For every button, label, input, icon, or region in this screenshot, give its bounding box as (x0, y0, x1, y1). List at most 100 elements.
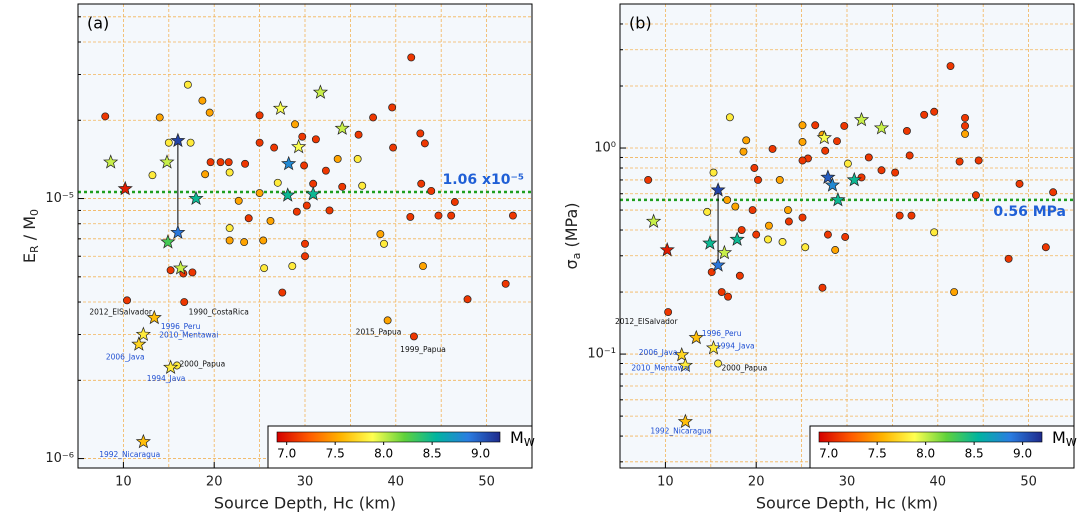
circle-point (764, 221, 773, 230)
circle-point (920, 110, 929, 119)
circle-point (376, 230, 385, 239)
circle-point (831, 246, 840, 254)
circle-point (930, 228, 939, 237)
circle-point (833, 137, 841, 146)
x-tick-label: 30 (839, 475, 856, 490)
panel-label: (b) (629, 14, 652, 33)
star-point (710, 182, 726, 197)
reference-label: 1.06 x10⁻⁵ (443, 172, 524, 188)
circle-point (717, 288, 726, 297)
circle-point (205, 108, 214, 117)
circle-point (225, 236, 234, 245)
circle-point (1004, 254, 1013, 263)
circle-point (383, 316, 392, 325)
star-point (830, 191, 846, 207)
star-point (170, 224, 186, 240)
circle-point (101, 112, 110, 121)
circle-point (811, 121, 820, 130)
circle-point (301, 252, 309, 261)
y-axis-label: σa (MPa) (562, 203, 584, 270)
circle-point (784, 206, 792, 215)
circle-point (186, 138, 195, 147)
circle-point (260, 264, 269, 273)
star-point (729, 231, 745, 246)
circle-point (419, 262, 427, 271)
star-point (873, 120, 890, 135)
circle-point (841, 233, 850, 241)
y-label-sub: a (570, 253, 583, 260)
circle-point (291, 120, 299, 129)
circle-point (742, 136, 751, 145)
colorbar-label: MW (510, 428, 535, 450)
colorbar-tick-label: 8.5 (965, 447, 984, 461)
circle-point (778, 238, 787, 246)
colorbar-tick-label: 9.0 (471, 447, 490, 461)
colorbar-label-sub: W (1066, 436, 1077, 449)
circle-point (358, 181, 367, 190)
circle-point (183, 80, 192, 89)
circle-point (707, 268, 716, 277)
circle-point (801, 243, 810, 252)
star-point (170, 132, 186, 148)
colorbar-tick-label: 7.0 (819, 447, 838, 461)
star-point (135, 326, 151, 342)
circle-point (974, 156, 983, 165)
x-tick-label: 20 (748, 475, 765, 490)
y-label-part: (MPa) (562, 203, 581, 253)
circle-point (739, 147, 748, 156)
colorbar-label-main: M (510, 428, 524, 447)
circle-point (463, 295, 472, 304)
circle-point (798, 156, 807, 165)
circle-point (1015, 179, 1024, 188)
colorbar-tick-label: 7.5 (326, 447, 345, 461)
annotation: 1992_Nicaragua (650, 427, 711, 436)
y-tick-label: 10⁻¹ (587, 347, 616, 362)
colorbar-tick-label: 8.0 (374, 447, 393, 461)
colorbar-tick-label: 7.5 (868, 447, 887, 461)
circle-point (321, 166, 330, 175)
y-tick-label: 10⁻⁶ (45, 451, 74, 466)
star-point (674, 347, 690, 362)
star-point (853, 111, 870, 127)
annotation: 2012_ElSalvador (615, 317, 678, 326)
circle-point (664, 308, 673, 316)
frame (77, 3, 533, 469)
circle-point (311, 135, 320, 144)
colorbar-label-main: M (1052, 428, 1066, 447)
colorbar-label-sub: W (524, 436, 535, 449)
reference-label: 0.56 MPa (993, 204, 1066, 220)
circle-point (961, 130, 969, 138)
star-point (103, 154, 119, 169)
star-point (846, 171, 862, 187)
colorbar-tick-label: 8.5 (423, 447, 442, 461)
star-point (716, 244, 733, 260)
star-point (159, 154, 175, 169)
colorbar-tick-label: 8.0 (916, 447, 935, 461)
circle-point (864, 153, 873, 162)
circle-point (768, 144, 777, 153)
circle-point (737, 226, 746, 234)
circle-point (164, 138, 173, 147)
circle-point (410, 332, 418, 341)
circle-point (1049, 188, 1058, 197)
star-point (645, 213, 662, 229)
star-point (281, 155, 297, 171)
star-point (163, 359, 179, 375)
circle-point (416, 129, 425, 138)
circle-point (354, 130, 363, 139)
annotation: 1990_CostaRica (189, 307, 249, 316)
colorbar-tick-label: 9.0 (1013, 447, 1032, 461)
circle-point (709, 168, 718, 177)
star-point (117, 180, 133, 196)
circle-point (731, 202, 740, 211)
circle-point (417, 179, 426, 188)
x-tick-label: 10 (657, 475, 674, 490)
circle-point (255, 111, 264, 120)
x-tick-label: 20 (206, 475, 223, 490)
x-tick-label: 30 (297, 475, 314, 490)
circle-point (961, 113, 969, 122)
x-axis-label: Source Depth, Hc (km) (756, 494, 938, 513)
circle-point (891, 168, 900, 177)
circle-point (266, 217, 275, 225)
circle-point (877, 166, 886, 175)
